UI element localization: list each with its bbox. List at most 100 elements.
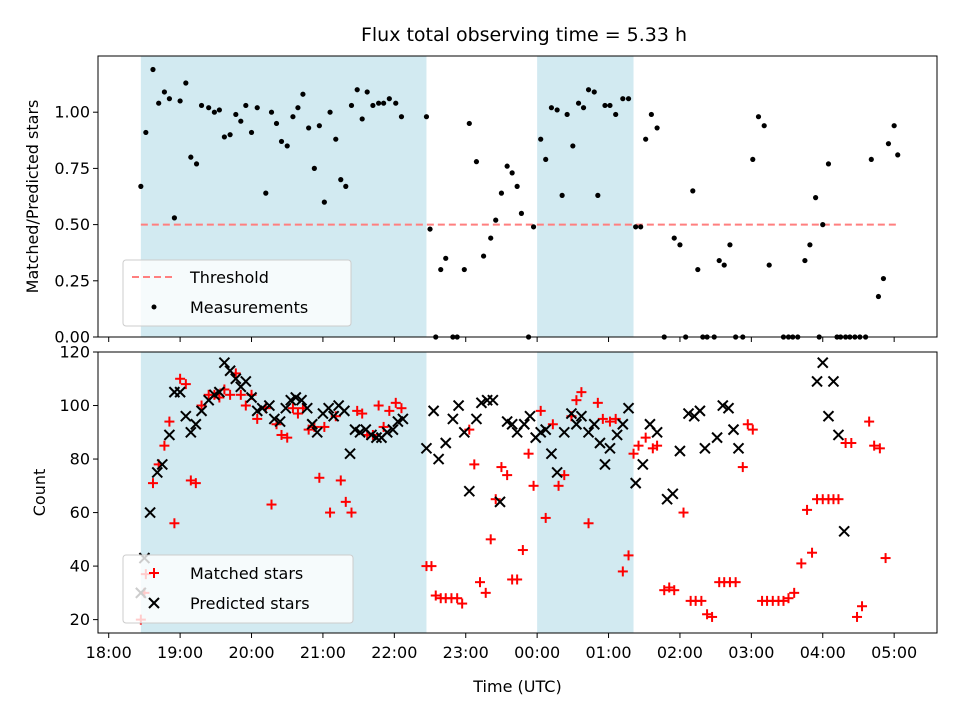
matched-star-point bbox=[196, 400, 207, 411]
measurement-point bbox=[504, 163, 510, 169]
matched-star-point bbox=[426, 561, 437, 572]
x-marker-b bbox=[163, 429, 176, 441]
measurement-point bbox=[575, 100, 582, 106]
x-marker-b bbox=[651, 426, 663, 438]
predicted-star-point bbox=[582, 426, 595, 438]
x-marker-b bbox=[827, 375, 840, 388]
predicted-star-point bbox=[420, 442, 433, 455]
measurement-point bbox=[654, 125, 660, 131]
measurement-point bbox=[721, 262, 727, 268]
measurement-point bbox=[268, 109, 275, 115]
measurement-point bbox=[206, 105, 212, 111]
predicted-star-point bbox=[290, 391, 302, 404]
x-marker-b bbox=[727, 423, 740, 436]
matched-star-point bbox=[604, 416, 615, 427]
matched-star-point bbox=[225, 389, 236, 400]
chart-title: Flux total observing time = 5.33 h bbox=[361, 24, 687, 46]
measurement-point bbox=[638, 224, 644, 230]
matched-star-point bbox=[874, 443, 885, 454]
measurement-point bbox=[677, 242, 683, 248]
matched-star-point bbox=[335, 475, 346, 486]
measurement-point bbox=[514, 183, 520, 189]
measurement-point bbox=[248, 129, 255, 136]
predicted-star-point bbox=[156, 458, 168, 471]
matched-star-point bbox=[553, 480, 564, 491]
x-marker-b bbox=[558, 426, 570, 438]
predicted-star-point bbox=[268, 413, 281, 425]
x-marker-b bbox=[506, 418, 518, 430]
measurement-point bbox=[885, 141, 892, 147]
x-marker-b bbox=[224, 365, 236, 377]
bottom-y-tick-label: 100 bbox=[59, 396, 90, 415]
measurement-point bbox=[625, 96, 632, 102]
predicted-star-point bbox=[354, 426, 366, 438]
matched-star-point bbox=[319, 421, 330, 432]
bottom-x-axis-ticks: 18:00 19:00 20:00 21:00 22:00 23:00 00:00 01:00… bbox=[86, 633, 917, 662]
matched-star-point bbox=[325, 507, 336, 518]
predicted-star-point bbox=[827, 375, 840, 388]
x-marker-b bbox=[599, 458, 611, 471]
predicted-star-point bbox=[599, 458, 611, 471]
x-marker-b bbox=[674, 445, 686, 457]
bottom-y-tick-label: 20 bbox=[70, 610, 90, 629]
measurement-point bbox=[570, 143, 576, 149]
x-marker-b bbox=[311, 426, 323, 438]
bottom-highlight-span-2 bbox=[537, 352, 634, 633]
predicted-star-point bbox=[518, 418, 530, 430]
x-axis-label: Time (UTC) bbox=[472, 677, 561, 696]
matched-star-point bbox=[535, 405, 546, 416]
matched-star-point bbox=[159, 440, 170, 451]
x-marker-b bbox=[427, 405, 440, 417]
top-y-tick-label: 0.75 bbox=[54, 159, 90, 178]
predicted-star-point bbox=[195, 405, 208, 417]
matched-star-point bbox=[571, 395, 582, 406]
measurement-point bbox=[813, 195, 819, 201]
measurement-point bbox=[393, 100, 399, 106]
x-marker-b bbox=[268, 413, 281, 425]
measurement-point bbox=[316, 123, 322, 129]
measurement-point bbox=[177, 98, 183, 104]
measurement-point bbox=[613, 111, 619, 118]
bottom-panel: 20 40 60 80 100 120 18:00 19:00 20:00 21:00 22:00… bbox=[30, 343, 938, 696]
x-marker-b bbox=[582, 426, 595, 438]
x-marker-b bbox=[551, 466, 563, 479]
x-marker-b bbox=[487, 394, 499, 406]
bottom-y-tick-label: 60 bbox=[70, 503, 90, 522]
measurement-point bbox=[493, 217, 499, 223]
top-y-axis-label: Matched/Predicted stars bbox=[23, 100, 42, 294]
predicted-star-point bbox=[224, 365, 236, 377]
measurement-point bbox=[193, 161, 200, 167]
predicted-star-point bbox=[174, 386, 186, 398]
matched-star-point bbox=[540, 512, 551, 523]
matched-star-point bbox=[833, 494, 844, 505]
top-legend: Threshold Measurements bbox=[122, 259, 352, 327]
x-marker-b bbox=[524, 410, 536, 422]
x-marker-b bbox=[694, 405, 706, 417]
predicted-star-point bbox=[397, 413, 409, 425]
matched-star-point bbox=[287, 403, 298, 414]
predicted-star-point bbox=[651, 426, 663, 438]
x-marker-b bbox=[432, 453, 445, 465]
x-marker-b bbox=[458, 426, 471, 438]
x-tick-label: 02:00 bbox=[657, 643, 703, 662]
matched-star-point bbox=[576, 387, 587, 398]
matched-star-point bbox=[457, 598, 468, 609]
measurement-point bbox=[807, 242, 813, 248]
x-marker-b bbox=[274, 415, 286, 428]
measurement-point bbox=[509, 170, 515, 176]
predicted-star-point bbox=[151, 466, 163, 479]
x-marker-b bbox=[370, 431, 383, 444]
top-y-tick-label: 0.00 bbox=[54, 328, 90, 347]
predicted-star-point bbox=[604, 442, 616, 455]
measurement-point bbox=[138, 183, 144, 189]
x-marker-b bbox=[156, 458, 168, 471]
matched-star-point bbox=[523, 448, 534, 459]
legend-measurements-swatch bbox=[151, 304, 157, 310]
predicted-star-point bbox=[458, 426, 471, 438]
measurement-point bbox=[423, 114, 430, 120]
measurement-point bbox=[620, 96, 626, 102]
x-marker-b bbox=[629, 477, 642, 489]
measurement-point bbox=[548, 105, 555, 111]
matched-star-point bbox=[730, 577, 741, 588]
matched-star-point bbox=[252, 413, 263, 424]
